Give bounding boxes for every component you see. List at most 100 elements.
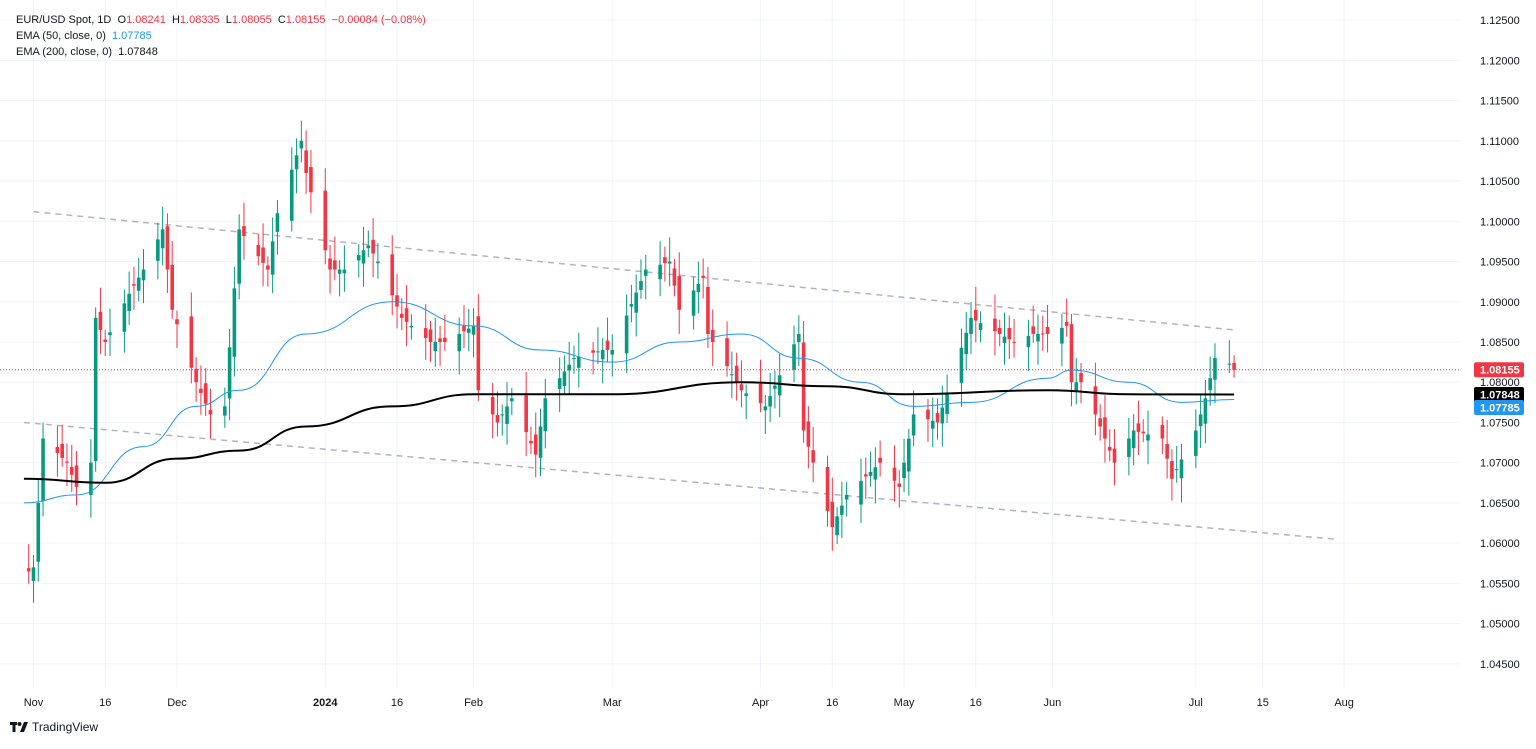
candle[interactable] [773,370,777,409]
candle[interactable] [31,555,36,603]
candle[interactable] [423,304,428,360]
candle[interactable] [1112,429,1117,486]
candle[interactable] [1227,340,1232,374]
candle[interactable] [1007,315,1012,359]
candle[interactable] [266,256,270,287]
candle[interactable] [696,261,701,314]
candle[interactable] [490,383,495,439]
candle[interactable] [294,138,299,194]
candle[interactable] [103,329,108,356]
candle[interactable] [835,507,839,545]
candle[interactable] [466,308,471,352]
candle[interactable] [199,365,203,415]
candle[interactable] [1026,319,1031,371]
candle[interactable] [93,307,98,472]
candle[interactable] [863,457,868,500]
candle[interactable] [232,266,237,377]
candle[interactable] [98,287,103,354]
candle[interactable] [811,426,815,483]
candle[interactable] [529,426,533,454]
candle[interactable] [768,372,772,423]
candle[interactable] [1002,312,1007,365]
candle[interactable] [706,266,710,348]
candle[interactable] [672,258,677,297]
candle[interactable] [261,223,265,287]
candle[interactable] [758,359,763,413]
candle[interactable] [428,320,433,362]
candle[interactable] [844,481,849,517]
candle[interactable] [1141,419,1146,443]
candle[interactable] [663,246,667,282]
candle[interactable] [361,226,366,287]
candle[interactable] [395,274,399,329]
candle[interactable] [701,258,705,299]
candle[interactable] [1160,416,1165,455]
candle[interactable] [390,235,395,316]
candle[interactable] [892,445,897,502]
candle[interactable] [538,408,543,477]
candle[interactable] [1194,409,1198,469]
candle[interactable] [605,317,610,363]
candle[interactable] [505,382,509,445]
candle[interactable] [1174,446,1179,483]
candle[interactable] [309,149,313,214]
candle[interactable] [1045,305,1050,353]
candle[interactable] [873,447,878,504]
candle[interactable] [825,455,830,527]
candle[interactable] [591,342,595,375]
candle[interactable] [543,378,548,449]
candle[interactable] [978,311,983,343]
candle[interactable] [533,412,538,478]
candle[interactable] [777,353,782,418]
candle[interactable] [859,458,863,524]
candle[interactable] [323,168,328,265]
candle[interactable] [1103,395,1107,463]
candle[interactable] [404,285,409,347]
candle[interactable] [576,332,581,388]
candle[interactable] [634,274,638,337]
candle[interactable] [270,217,275,294]
candle[interactable] [189,292,194,384]
candle[interactable] [643,254,648,300]
candle[interactable] [524,372,528,457]
candle[interactable] [1031,305,1035,343]
candle[interactable] [55,426,60,477]
candle[interactable] [160,206,165,266]
candle[interactable] [462,305,466,349]
candle[interactable] [1165,419,1169,479]
legend-ema50[interactable]: EMA (50, close, 0) 1.07785 [16,28,426,44]
candle[interactable] [333,236,337,281]
candle[interactable] [1098,404,1102,441]
candle[interactable] [557,357,562,413]
candle[interactable] [41,422,45,517]
symbol-label[interactable]: EUR/USD Spot, 1D [16,14,112,26]
candle[interactable] [1012,318,1016,358]
candle[interactable] [677,252,682,334]
candle[interactable] [940,385,945,447]
price-axis[interactable]: 1.12500 1.12000 1.11500 1.11000 1.10500 1.100… [1480,15,1520,671]
candle[interactable] [65,443,69,486]
candle[interactable] [801,321,806,443]
tradingview-logo[interactable]: TradingView [10,720,98,734]
candle[interactable] [725,321,729,377]
candle[interactable] [127,271,131,325]
candle[interactable] [878,440,882,477]
candle[interactable] [1074,358,1079,405]
candle[interactable] [792,325,796,383]
candle[interactable] [223,387,227,428]
candle[interactable] [639,259,643,299]
candle[interactable] [658,241,662,297]
candle[interactable] [74,451,79,506]
candle[interactable] [1040,315,1045,351]
candle[interactable] [974,286,978,343]
candle[interactable] [1203,379,1208,444]
candle[interactable] [1179,443,1184,503]
candle[interactable] [596,327,600,364]
candle[interactable] [471,308,476,358]
candle[interactable] [299,120,304,163]
candle[interactable] [1232,355,1236,378]
candle[interactable] [342,245,347,292]
candle[interactable] [122,289,127,353]
candle[interactable] [744,384,748,420]
